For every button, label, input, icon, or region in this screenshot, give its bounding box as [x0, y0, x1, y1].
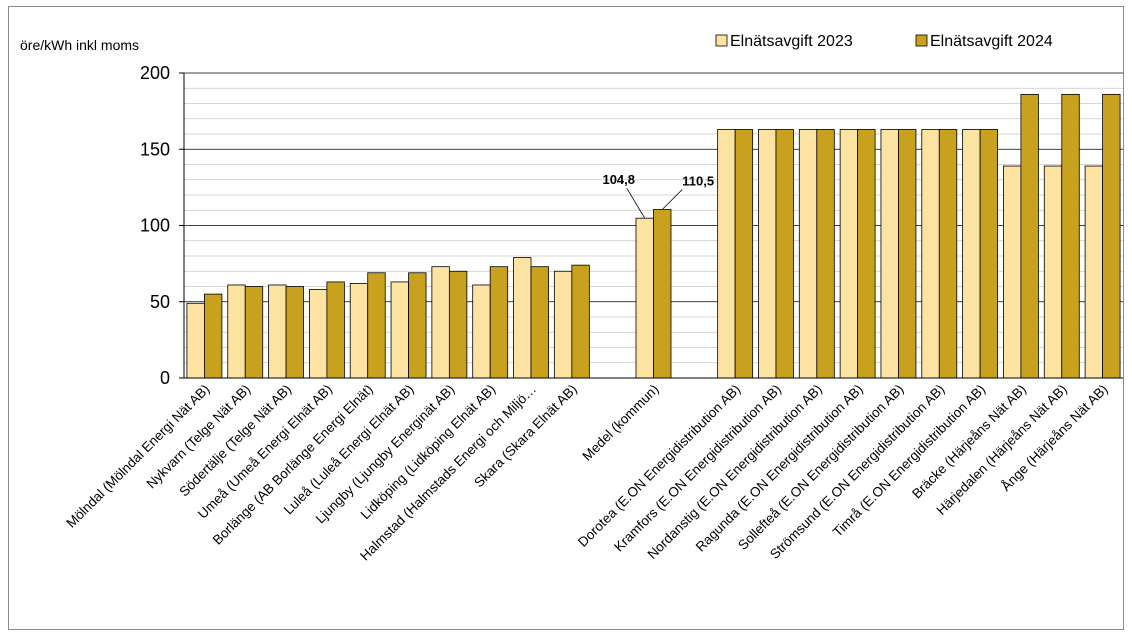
- bar: [349, 283, 369, 379]
- bar: [653, 209, 672, 379]
- bar: [530, 266, 549, 379]
- bar: [513, 257, 532, 379]
- bar: [775, 129, 794, 379]
- bar: [489, 266, 509, 379]
- bar: [472, 284, 491, 379]
- bar: [1061, 93, 1080, 379]
- bar: [1102, 93, 1121, 379]
- bar: [326, 281, 345, 379]
- bar: [244, 286, 264, 379]
- x-tick-label: Timrå (E.ON Energidistribution AB): [830, 382, 988, 540]
- bar: [1003, 165, 1022, 379]
- x-tick-label: Mölndal (Mölndal Energi Nät AB): [63, 382, 212, 531]
- y-tick-label: 0: [160, 368, 170, 388]
- bar: [1043, 165, 1063, 379]
- bar: [227, 284, 246, 379]
- y-axis-label: öre/kWh inkl moms: [20, 37, 139, 53]
- bar: [717, 129, 736, 379]
- legend-label-2023: Elnätsavgift 2023: [730, 33, 853, 50]
- data-label: 104,8: [602, 172, 635, 187]
- legend: Elnätsavgift 2023 Elnätsavgift 2024: [715, 33, 1053, 50]
- bar: [204, 293, 223, 379]
- x-tick-label: Medel (kommun): [579, 382, 661, 464]
- bar: [367, 272, 386, 379]
- bar: [186, 302, 205, 379]
- bar: [938, 129, 958, 379]
- annotation-leader-line: [626, 187, 646, 219]
- y-tick-label: 100: [140, 216, 170, 236]
- data-label: 110,5: [682, 173, 714, 188]
- bar: [448, 270, 468, 379]
- bar: [962, 129, 981, 379]
- bar: [285, 286, 304, 379]
- legend-swatch-2023: [715, 34, 728, 47]
- legend-label-2024: Elnätsavgift 2024: [930, 33, 1053, 50]
- bars: [186, 93, 1121, 379]
- axes: [179, 72, 1123, 379]
- bar: [798, 129, 818, 379]
- bar: [734, 129, 754, 379]
- bar: [635, 217, 654, 379]
- bar: [839, 129, 859, 379]
- bar: [553, 270, 573, 379]
- bar: [571, 264, 590, 379]
- bar: [921, 129, 940, 379]
- legend-swatch-2024: [915, 34, 928, 47]
- annotation-leader-line: [661, 189, 683, 210]
- bar: [816, 129, 835, 379]
- bar: [1084, 165, 1103, 379]
- bar: [857, 129, 876, 379]
- bar: [408, 272, 427, 379]
- bar: [308, 289, 328, 379]
- bar: [758, 129, 777, 379]
- bar: [268, 284, 287, 379]
- bar: [1020, 93, 1039, 379]
- y-tick-label: 50: [150, 292, 170, 312]
- bar: [390, 281, 409, 379]
- bar: [880, 129, 899, 379]
- bar: [979, 129, 999, 379]
- y-tick-label: 200: [140, 63, 170, 83]
- bar: [431, 266, 450, 379]
- y-tick-label: 150: [140, 139, 170, 159]
- bar: [898, 129, 917, 379]
